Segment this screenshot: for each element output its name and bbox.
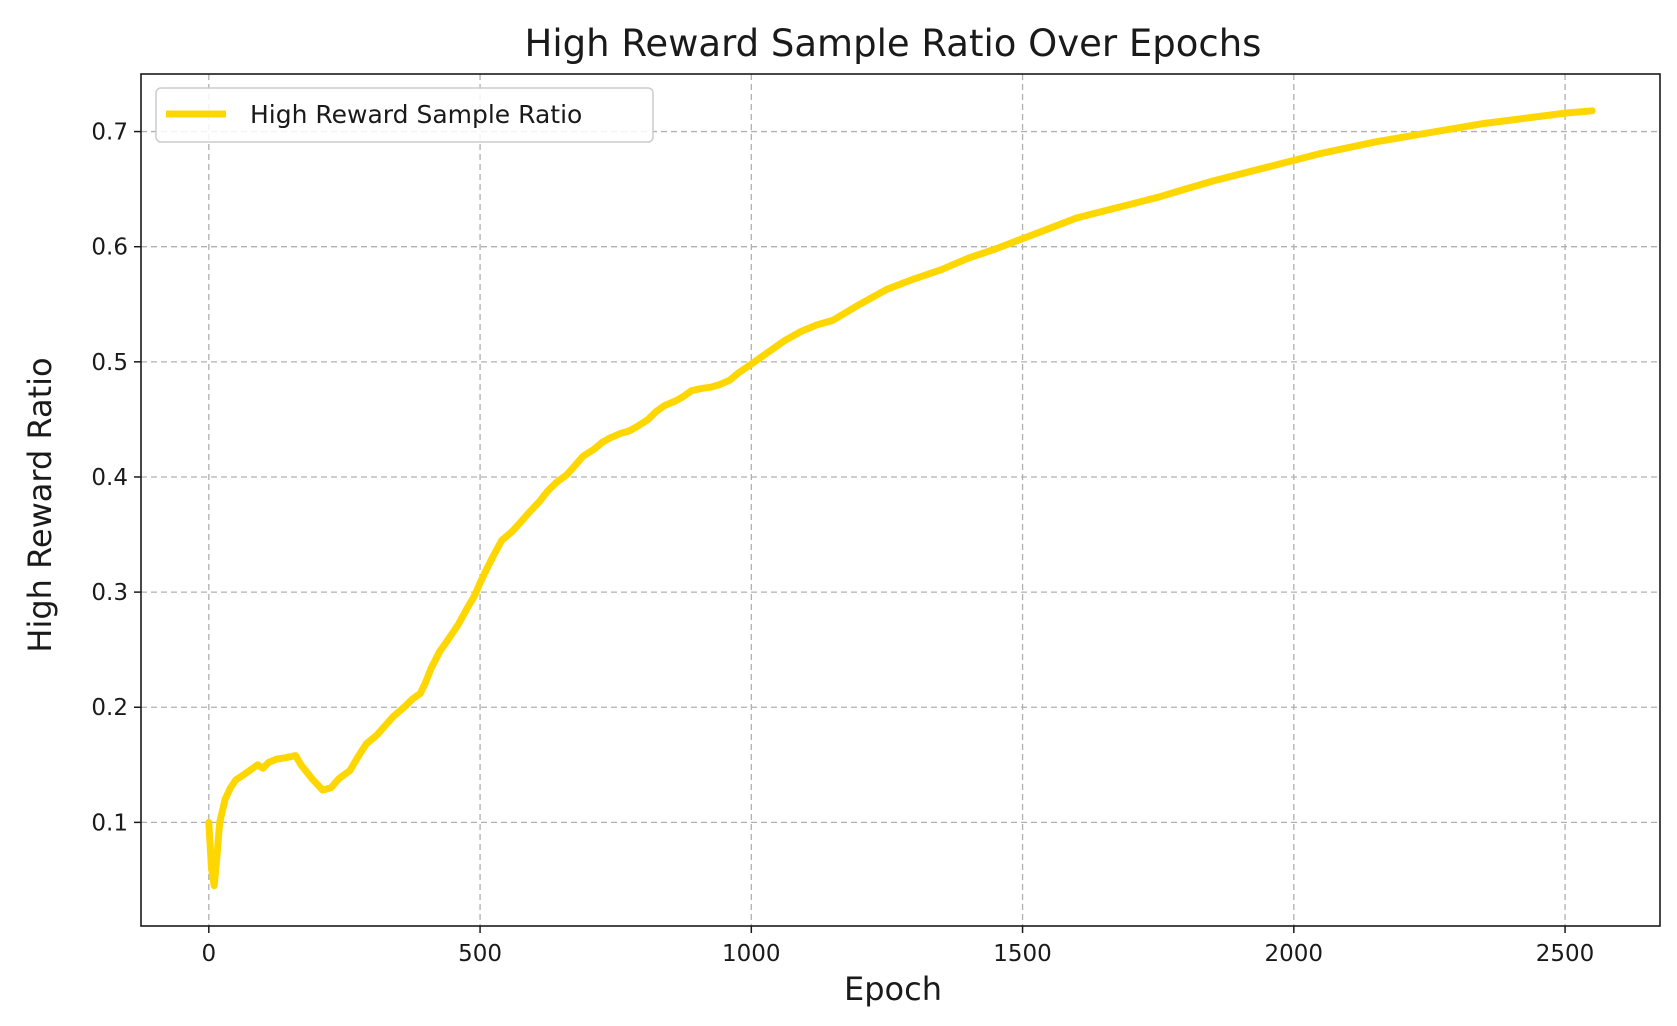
x-tick-label: 0 (201, 941, 216, 967)
x-tick-label: 2000 (1265, 941, 1324, 967)
y-tick-label: 0.5 (91, 350, 128, 376)
y-axis-label: High Reward Ratio (21, 357, 59, 652)
x-tick-label: 500 (458, 941, 502, 967)
x-tick-label: 1000 (722, 941, 781, 967)
x-tick-label: 1500 (993, 941, 1052, 967)
y-tick-label: 0.6 (91, 235, 128, 261)
chart-title: High Reward Sample Ratio Over Epochs (525, 22, 1262, 65)
y-tick-label: 0.1 (91, 810, 128, 836)
series-layer (205, 107, 1596, 890)
series-line-high-reward-sample-ratio (205, 107, 1596, 890)
legend-box (155, 87, 654, 143)
x-tick-label: 2500 (1536, 941, 1595, 967)
x-axis-ticks: 0 500 1000 1500 2000 2500 (201, 926, 1594, 967)
y-tick-label: 0.2 (91, 695, 128, 721)
legend[interactable]: High Reward Sample Ratio (155, 87, 654, 143)
y-axis-ticks: 0.1 0.2 0.3 0.4 0.5 0.6 0.7 (91, 120, 141, 836)
y-tick-label: 0.4 (91, 465, 128, 491)
x-axis-label: Epoch (844, 970, 942, 1008)
y-tick-label: 0.3 (91, 580, 128, 606)
legend-label: High Reward Sample Ratio (250, 100, 582, 129)
y-tick-label: 0.7 (91, 120, 128, 146)
plot-area-frame (140, 73, 1661, 927)
